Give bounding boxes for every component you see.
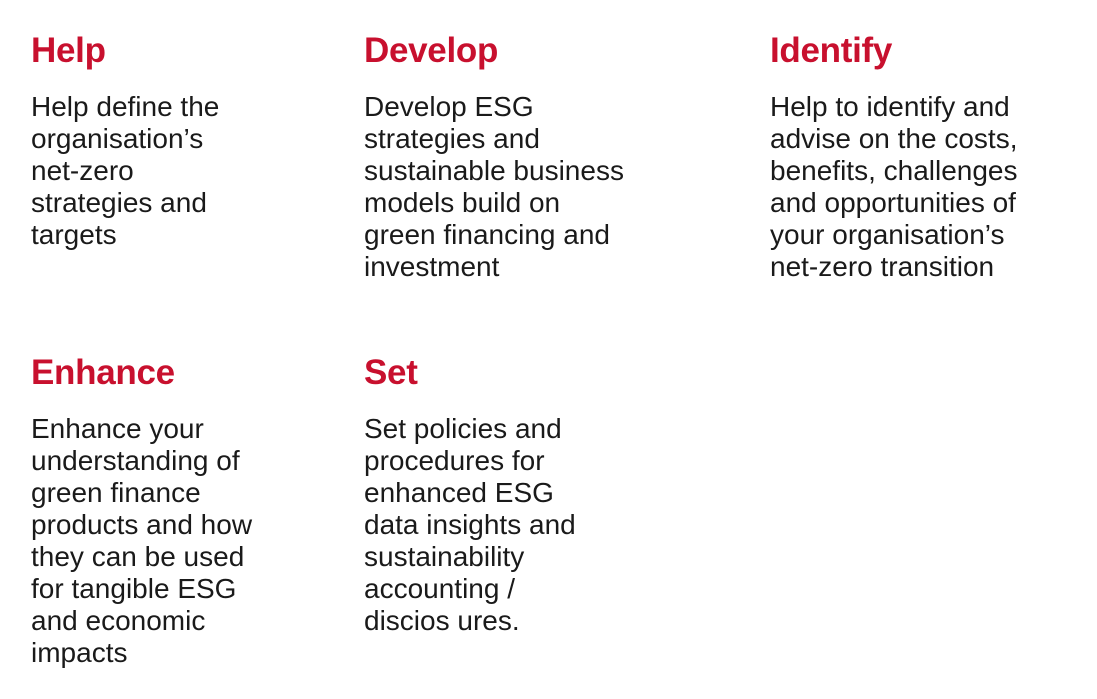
card-description: Develop ESG strategies and sustainable b…: [364, 91, 624, 282]
card-set: Set Set policies and procedures for enha…: [364, 353, 694, 637]
card-description: Help to identify and advise on the costs…: [770, 91, 1018, 282]
card-identify: Identify Help to identify and advise on …: [770, 31, 1090, 283]
card-enhance: Enhance Enhance your understanding of gr…: [31, 353, 331, 669]
card-title: Set: [364, 353, 418, 392]
card-help: Help Help define the organisation’s net-…: [31, 31, 331, 251]
card-title: Help: [31, 31, 106, 70]
card-title: Develop: [364, 31, 499, 70]
card-title: Identify: [770, 31, 893, 70]
card-develop: Develop Develop ESG strategies and susta…: [364, 31, 694, 283]
card-description: Set policies and procedures for enhanced…: [364, 413, 576, 636]
card-description: Enhance your understanding of green fina…: [31, 413, 253, 668]
card-description: Help define the organisation’s net-zero …: [31, 91, 220, 250]
card-title: Enhance: [31, 353, 175, 392]
